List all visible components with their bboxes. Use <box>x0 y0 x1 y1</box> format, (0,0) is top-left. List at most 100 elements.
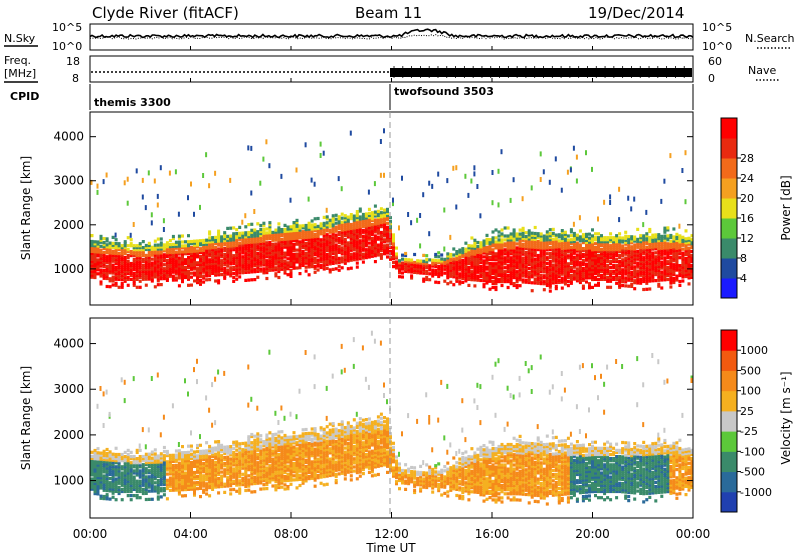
backscatter-cell <box>178 235 181 238</box>
y-tick-label: 2000 <box>53 218 84 232</box>
backscatter-cell <box>151 220 153 225</box>
backscatter-cell <box>476 245 479 248</box>
backscatter-cell <box>513 177 515 182</box>
backscatter-cell <box>657 233 660 236</box>
backscatter-cell <box>510 256 513 259</box>
backscatter-cell <box>633 243 636 246</box>
backscatter-cell <box>314 271 317 274</box>
backscatter-cell <box>160 487 163 490</box>
backscatter-cell <box>570 167 572 172</box>
backscatter-cell <box>359 239 362 242</box>
backscatter-cell <box>341 221 344 224</box>
backscatter-cell <box>184 472 187 475</box>
y-tick-label: 3000 <box>53 174 84 188</box>
backscatter-cell <box>287 273 290 276</box>
noise-tick-top: 10^5 <box>52 21 82 34</box>
backscatter-cell <box>516 270 519 273</box>
backscatter-cell <box>501 238 504 241</box>
backscatter-cell <box>404 252 407 255</box>
backscatter-cell <box>244 279 247 282</box>
backscatter-cell <box>579 229 582 232</box>
backscatter-cell <box>187 256 190 259</box>
backscatter-cell <box>401 262 404 265</box>
backscatter-cell <box>106 243 109 246</box>
backscatter-cell <box>516 246 519 249</box>
backscatter-cell <box>208 230 211 233</box>
backscatter-cell <box>362 235 365 238</box>
backscatter-cell <box>386 222 389 225</box>
backscatter-cell <box>353 215 356 218</box>
backscatter-cell <box>265 259 268 262</box>
backscatter-cell <box>386 255 389 258</box>
backscatter-cell <box>685 257 688 260</box>
backscatter-cell <box>543 235 546 238</box>
backscatter-cell <box>540 151 542 156</box>
backscatter-cell <box>464 174 466 179</box>
backscatter-cell <box>428 272 431 275</box>
backscatter-cell <box>217 230 220 233</box>
backscatter-cell <box>293 243 296 246</box>
backscatter-cell <box>127 177 129 182</box>
backscatter-cell <box>425 258 428 261</box>
backscatter-cell <box>567 170 569 175</box>
backscatter-cell <box>675 233 678 236</box>
backscatter-cell <box>567 284 570 287</box>
cpid-mode-1: themis 3300 <box>94 96 171 109</box>
backscatter-cell <box>181 451 184 454</box>
backscatter-cell <box>401 258 404 261</box>
backscatter-cell <box>317 217 320 220</box>
backscatter-cell <box>166 460 169 463</box>
backscatter-cell <box>238 275 241 278</box>
backscatter-cell <box>103 495 106 498</box>
backscatter-cell <box>522 227 525 230</box>
backscatter-cell <box>187 234 190 237</box>
backscatter-cell <box>181 250 184 253</box>
backscatter-cell <box>666 260 669 263</box>
backscatter-cell <box>473 239 476 242</box>
backscatter-cell <box>410 274 413 277</box>
backscatter-cell <box>633 279 636 282</box>
backscatter-cell <box>100 452 103 455</box>
backscatter-cell <box>172 464 175 467</box>
backscatter-cell <box>172 275 175 278</box>
backscatter-cell <box>368 208 371 211</box>
backscatter-cell <box>145 467 148 470</box>
backscatter-cell <box>97 258 100 261</box>
backscatter-cell <box>124 180 126 185</box>
backscatter-cell <box>157 479 160 482</box>
backscatter-cell <box>407 212 409 217</box>
backscatter-cell <box>139 449 142 452</box>
backscatter-cell <box>97 190 99 195</box>
backscatter-cell <box>576 242 579 245</box>
backscatter-cell <box>217 247 220 250</box>
backscatter-cell <box>615 258 618 261</box>
backscatter-cell <box>516 284 519 287</box>
backscatter-cell <box>672 227 675 230</box>
backscatter-cell <box>498 278 501 281</box>
backscatter-cell <box>241 255 244 258</box>
backscatter-cell <box>160 165 162 170</box>
backscatter-cell <box>190 430 192 435</box>
backscatter-cell <box>498 238 501 241</box>
backscatter-cell <box>401 254 404 257</box>
backscatter-cell <box>392 233 395 236</box>
backscatter-cell <box>175 169 177 174</box>
backscatter-cell <box>232 254 235 257</box>
backscatter-cell <box>338 231 341 234</box>
backscatter-cell <box>549 232 552 235</box>
backscatter-cell <box>495 236 498 239</box>
backscatter-cell <box>205 152 207 157</box>
backscatter-cell <box>235 278 238 281</box>
backscatter-cell <box>666 234 669 237</box>
cpid-label: CPID <box>10 90 39 103</box>
backscatter-cell <box>178 241 181 244</box>
backscatter-cell <box>609 286 612 289</box>
backscatter-cell <box>594 242 597 245</box>
backscatter-cell <box>576 234 579 237</box>
backscatter-cell <box>124 398 126 403</box>
backscatter-cell <box>579 235 582 238</box>
backscatter-cell <box>582 233 585 236</box>
backscatter-cell <box>681 248 684 251</box>
backscatter-cell <box>642 234 645 237</box>
backscatter-cell <box>410 259 413 262</box>
